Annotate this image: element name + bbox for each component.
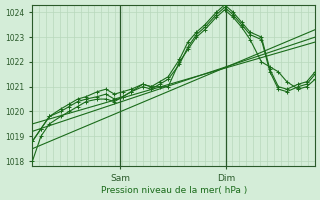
X-axis label: Pression niveau de la mer( hPa ): Pression niveau de la mer( hPa ) — [101, 186, 247, 195]
